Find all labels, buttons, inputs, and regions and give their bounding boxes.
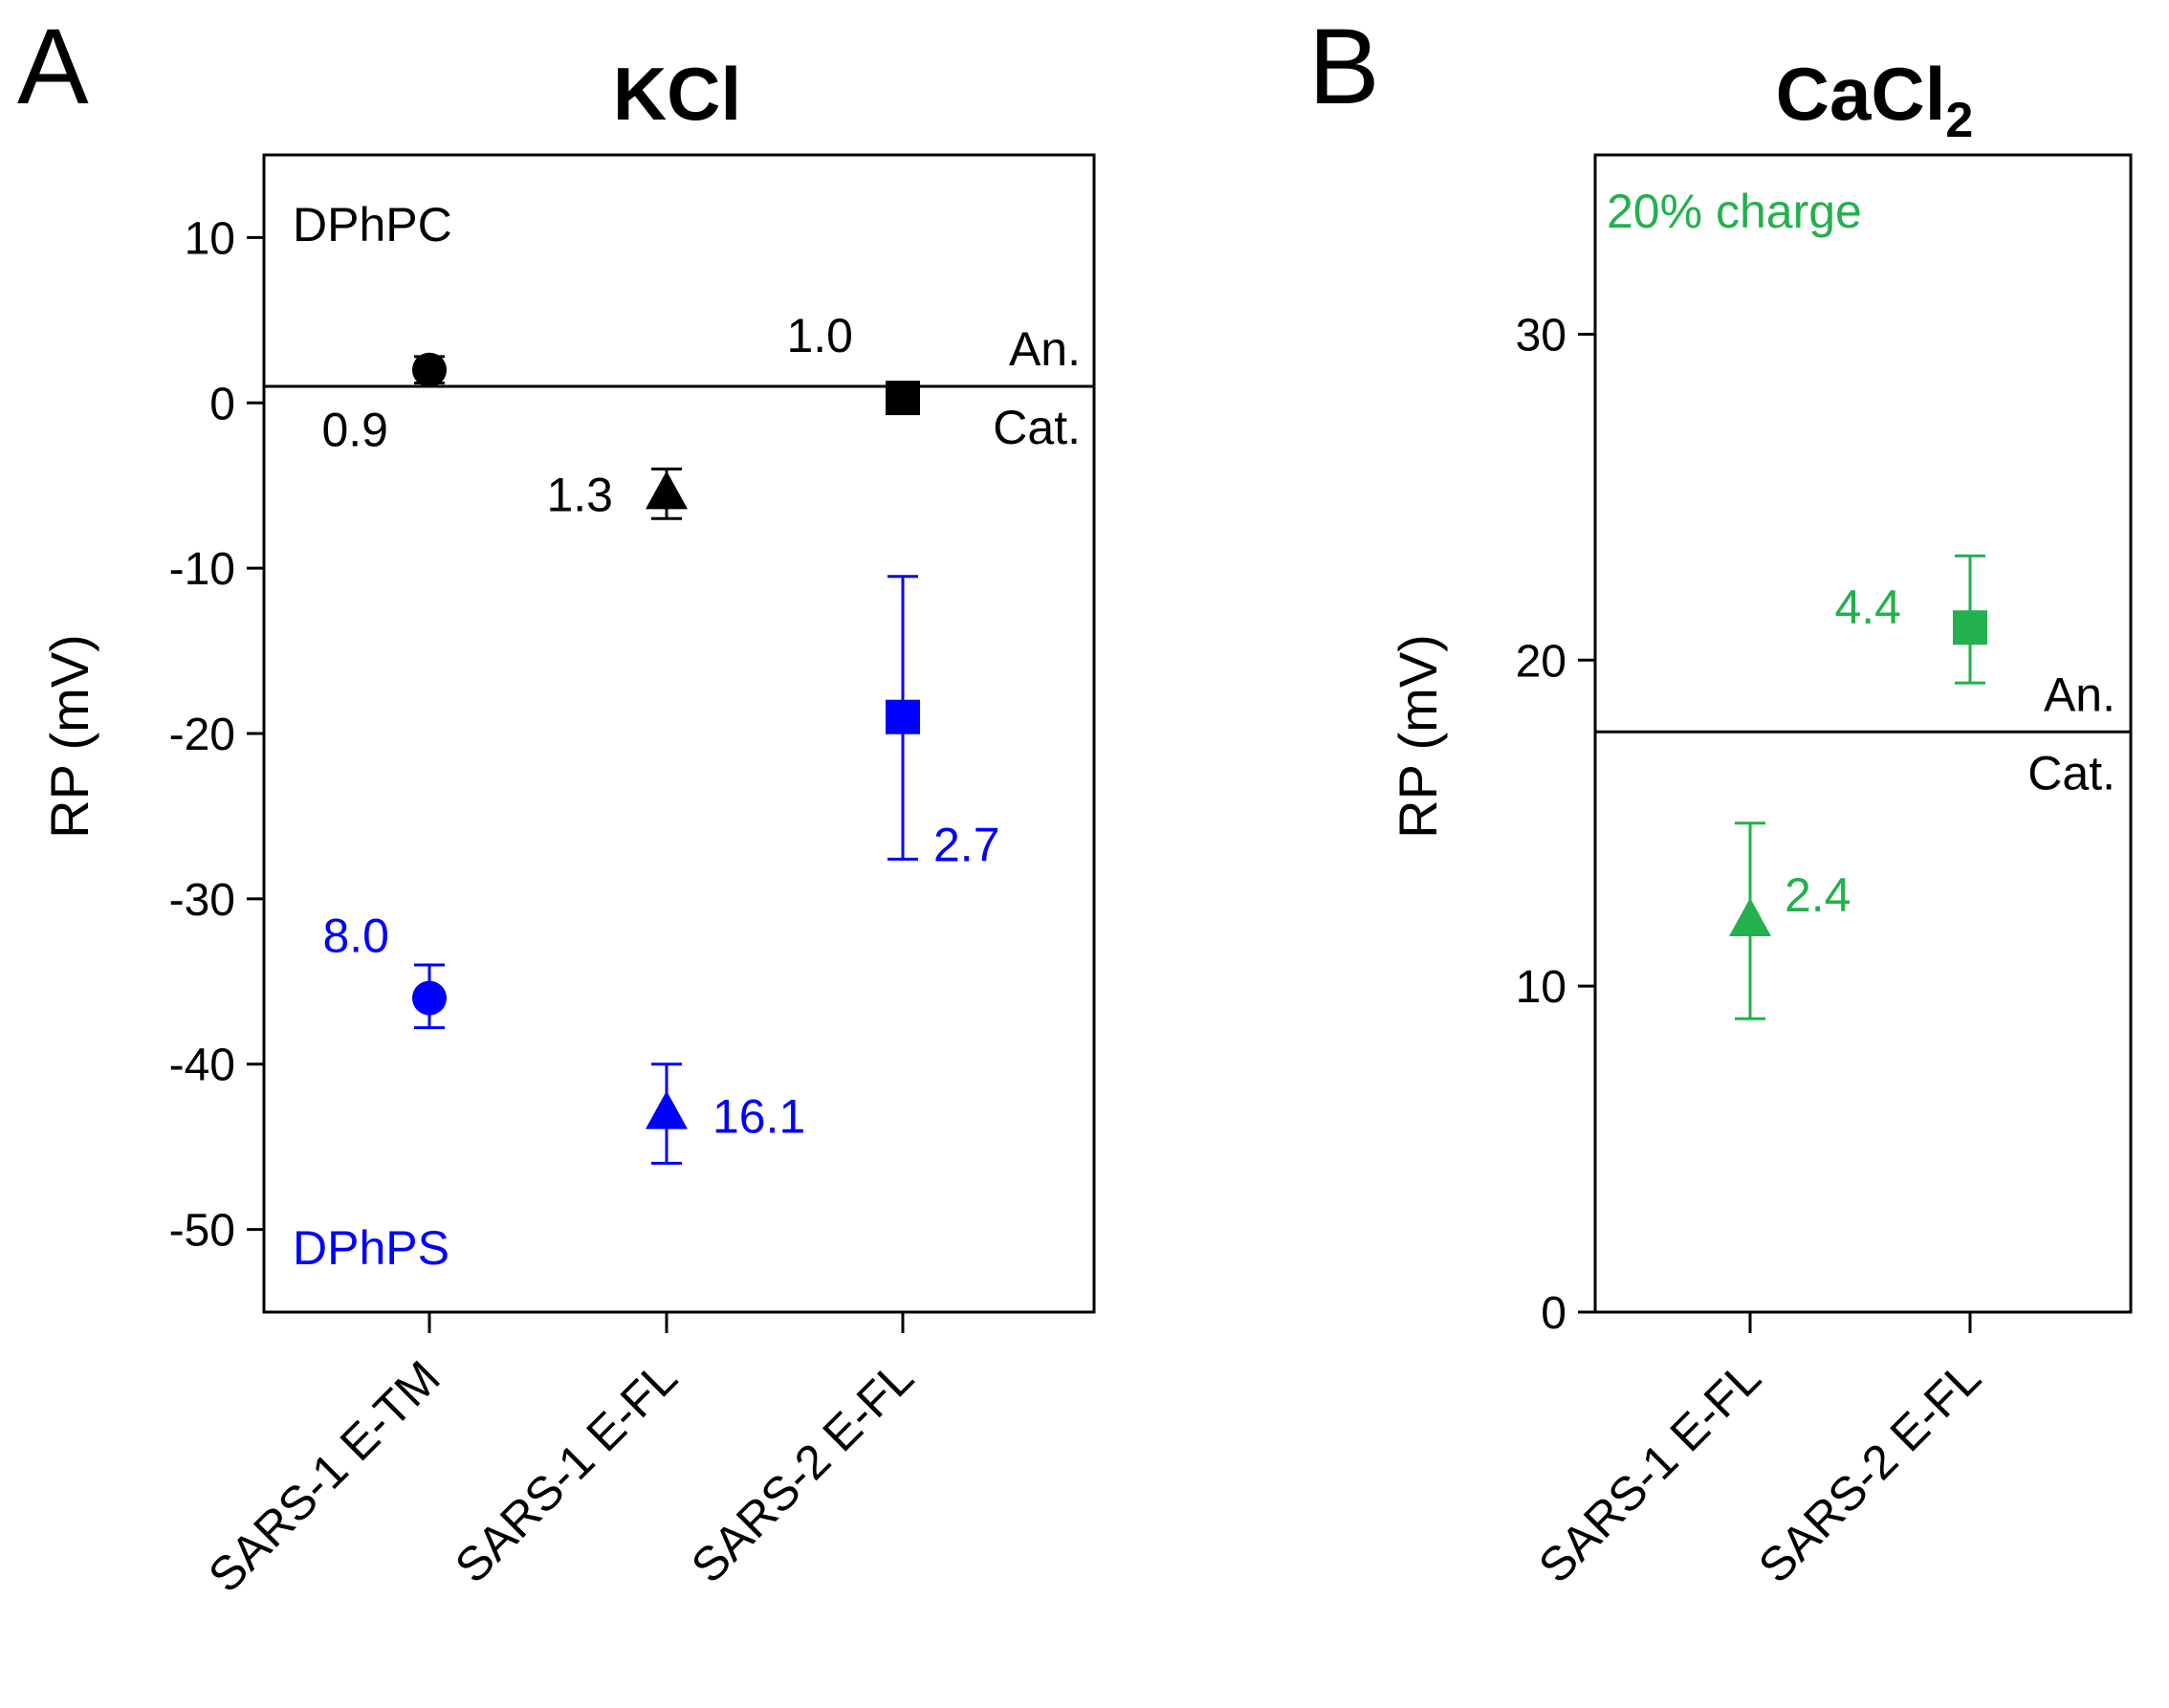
y-tick-label: 0 — [1541, 1288, 1566, 1339]
panel-b-title-main: CaCl — [1776, 52, 1946, 136]
x-tick-label-sars-2-e-fl: SARS-2 E-FL — [681, 1350, 924, 1593]
point-dphpc-sars-2-e-fl — [886, 381, 920, 416]
value-label-dphps-sars-1-e-tm: 8.0 — [322, 909, 389, 963]
panel-b-title: CaCl2 — [1776, 52, 1974, 148]
panel-b-plot-frame — [1593, 153, 2133, 1314]
value-label-dphps-sars-2-e-fl: 2.7 — [933, 818, 1000, 871]
point-20-charge-sars-2-e-fl — [1953, 610, 1987, 646]
point-dphpc-sars-1-e-tm — [412, 352, 447, 387]
panel-a-group-label-dphps: DPhPS — [293, 1221, 449, 1275]
panel-b: CaCl2 RP (mV) 30 20 10 0 An. Cat. 20% charg… — [1388, 52, 2133, 1593]
panel-b-y-ticks: 30 20 10 0 — [1516, 310, 1595, 1339]
panel-a: KCl RP (mV) 100-10-20-30-40-50 An. Cat. … — [39, 52, 1096, 1603]
panel-label-b: B — [1308, 7, 1380, 126]
value-label-20-charge-sars-1-e-fl: 2.4 — [1785, 868, 1851, 922]
y-tick-label: -10 — [169, 544, 235, 595]
panel-a-title: KCl — [613, 52, 741, 136]
y-tick-label: -20 — [169, 710, 235, 760]
panel-b-y-axis-label: RP (mV) — [1388, 634, 1448, 839]
y-tick-label: 10 — [185, 213, 235, 264]
x-tick-label-sars-1-e-fl: SARS-1 E-FL — [445, 1350, 688, 1593]
value-label-20-charge-sars-2-e-fl: 4.4 — [1834, 580, 1901, 634]
x-tick-label-sars-2-e-fl: SARS-2 E-FL — [1748, 1350, 1991, 1593]
y-tick-label: -40 — [169, 1040, 235, 1091]
panel-a-data-points: 0.9 1.3 1.0 8.0 16.1 2.7 — [321, 309, 1000, 1165]
panel-b-group-label-charge: 20% charge — [1607, 185, 1862, 238]
panel-a-y-ticks: 10 0 -10 -20 -30 -40 -50 — [169, 213, 264, 1257]
panel-a-group-label-dphpc: DPhPC — [293, 198, 452, 252]
x-tick-label-sars-1-e-fl: SARS-1 E-FL — [1528, 1350, 1771, 1593]
panel-b-title-subscript: 2 — [1945, 93, 1973, 148]
panel-a-cation-label: Cat. — [993, 401, 1081, 454]
panel-a-plot-frame — [262, 153, 1096, 1314]
panel-a-anion-label: An. — [1009, 322, 1081, 376]
panel-label-a: A — [17, 7, 89, 126]
panel-a-y-axis-label: RP (mV) — [39, 634, 99, 839]
panel-b-anion-label: An. — [2044, 668, 2115, 721]
point-dphps-sars-2-e-fl — [886, 699, 920, 734]
y-tick-label: 0 — [209, 379, 235, 429]
value-label-dphpc-sars-2-e-fl: 1.0 — [786, 309, 853, 362]
panel-b-data-points: 2.4 4.4 — [1729, 554, 1987, 1020]
panel-b-cation-label: Cat. — [2027, 746, 2115, 799]
value-label-dphpc-sars-1-e-fl: 1.3 — [546, 468, 613, 521]
point-dphps-sars-1-e-fl — [646, 1090, 688, 1129]
y-tick-label: 10 — [1516, 962, 1566, 1013]
value-label-dphps-sars-1-e-fl: 16.1 — [712, 1090, 805, 1144]
y-tick-label: -50 — [169, 1206, 235, 1257]
x-tick-label-sars-1-e-tm: SARS-1 E-TM — [198, 1350, 450, 1603]
y-tick-label: -30 — [169, 875, 235, 926]
value-label-dphpc-sars-1-e-tm: 0.9 — [321, 404, 388, 457]
y-tick-label: 20 — [1516, 636, 1566, 687]
point-dphps-sars-1-e-tm — [412, 980, 447, 1016]
point-dphpc-sars-1-e-fl — [646, 471, 688, 510]
y-tick-label: 30 — [1516, 310, 1566, 361]
point-20-charge-sars-1-e-fl — [1729, 897, 1771, 936]
